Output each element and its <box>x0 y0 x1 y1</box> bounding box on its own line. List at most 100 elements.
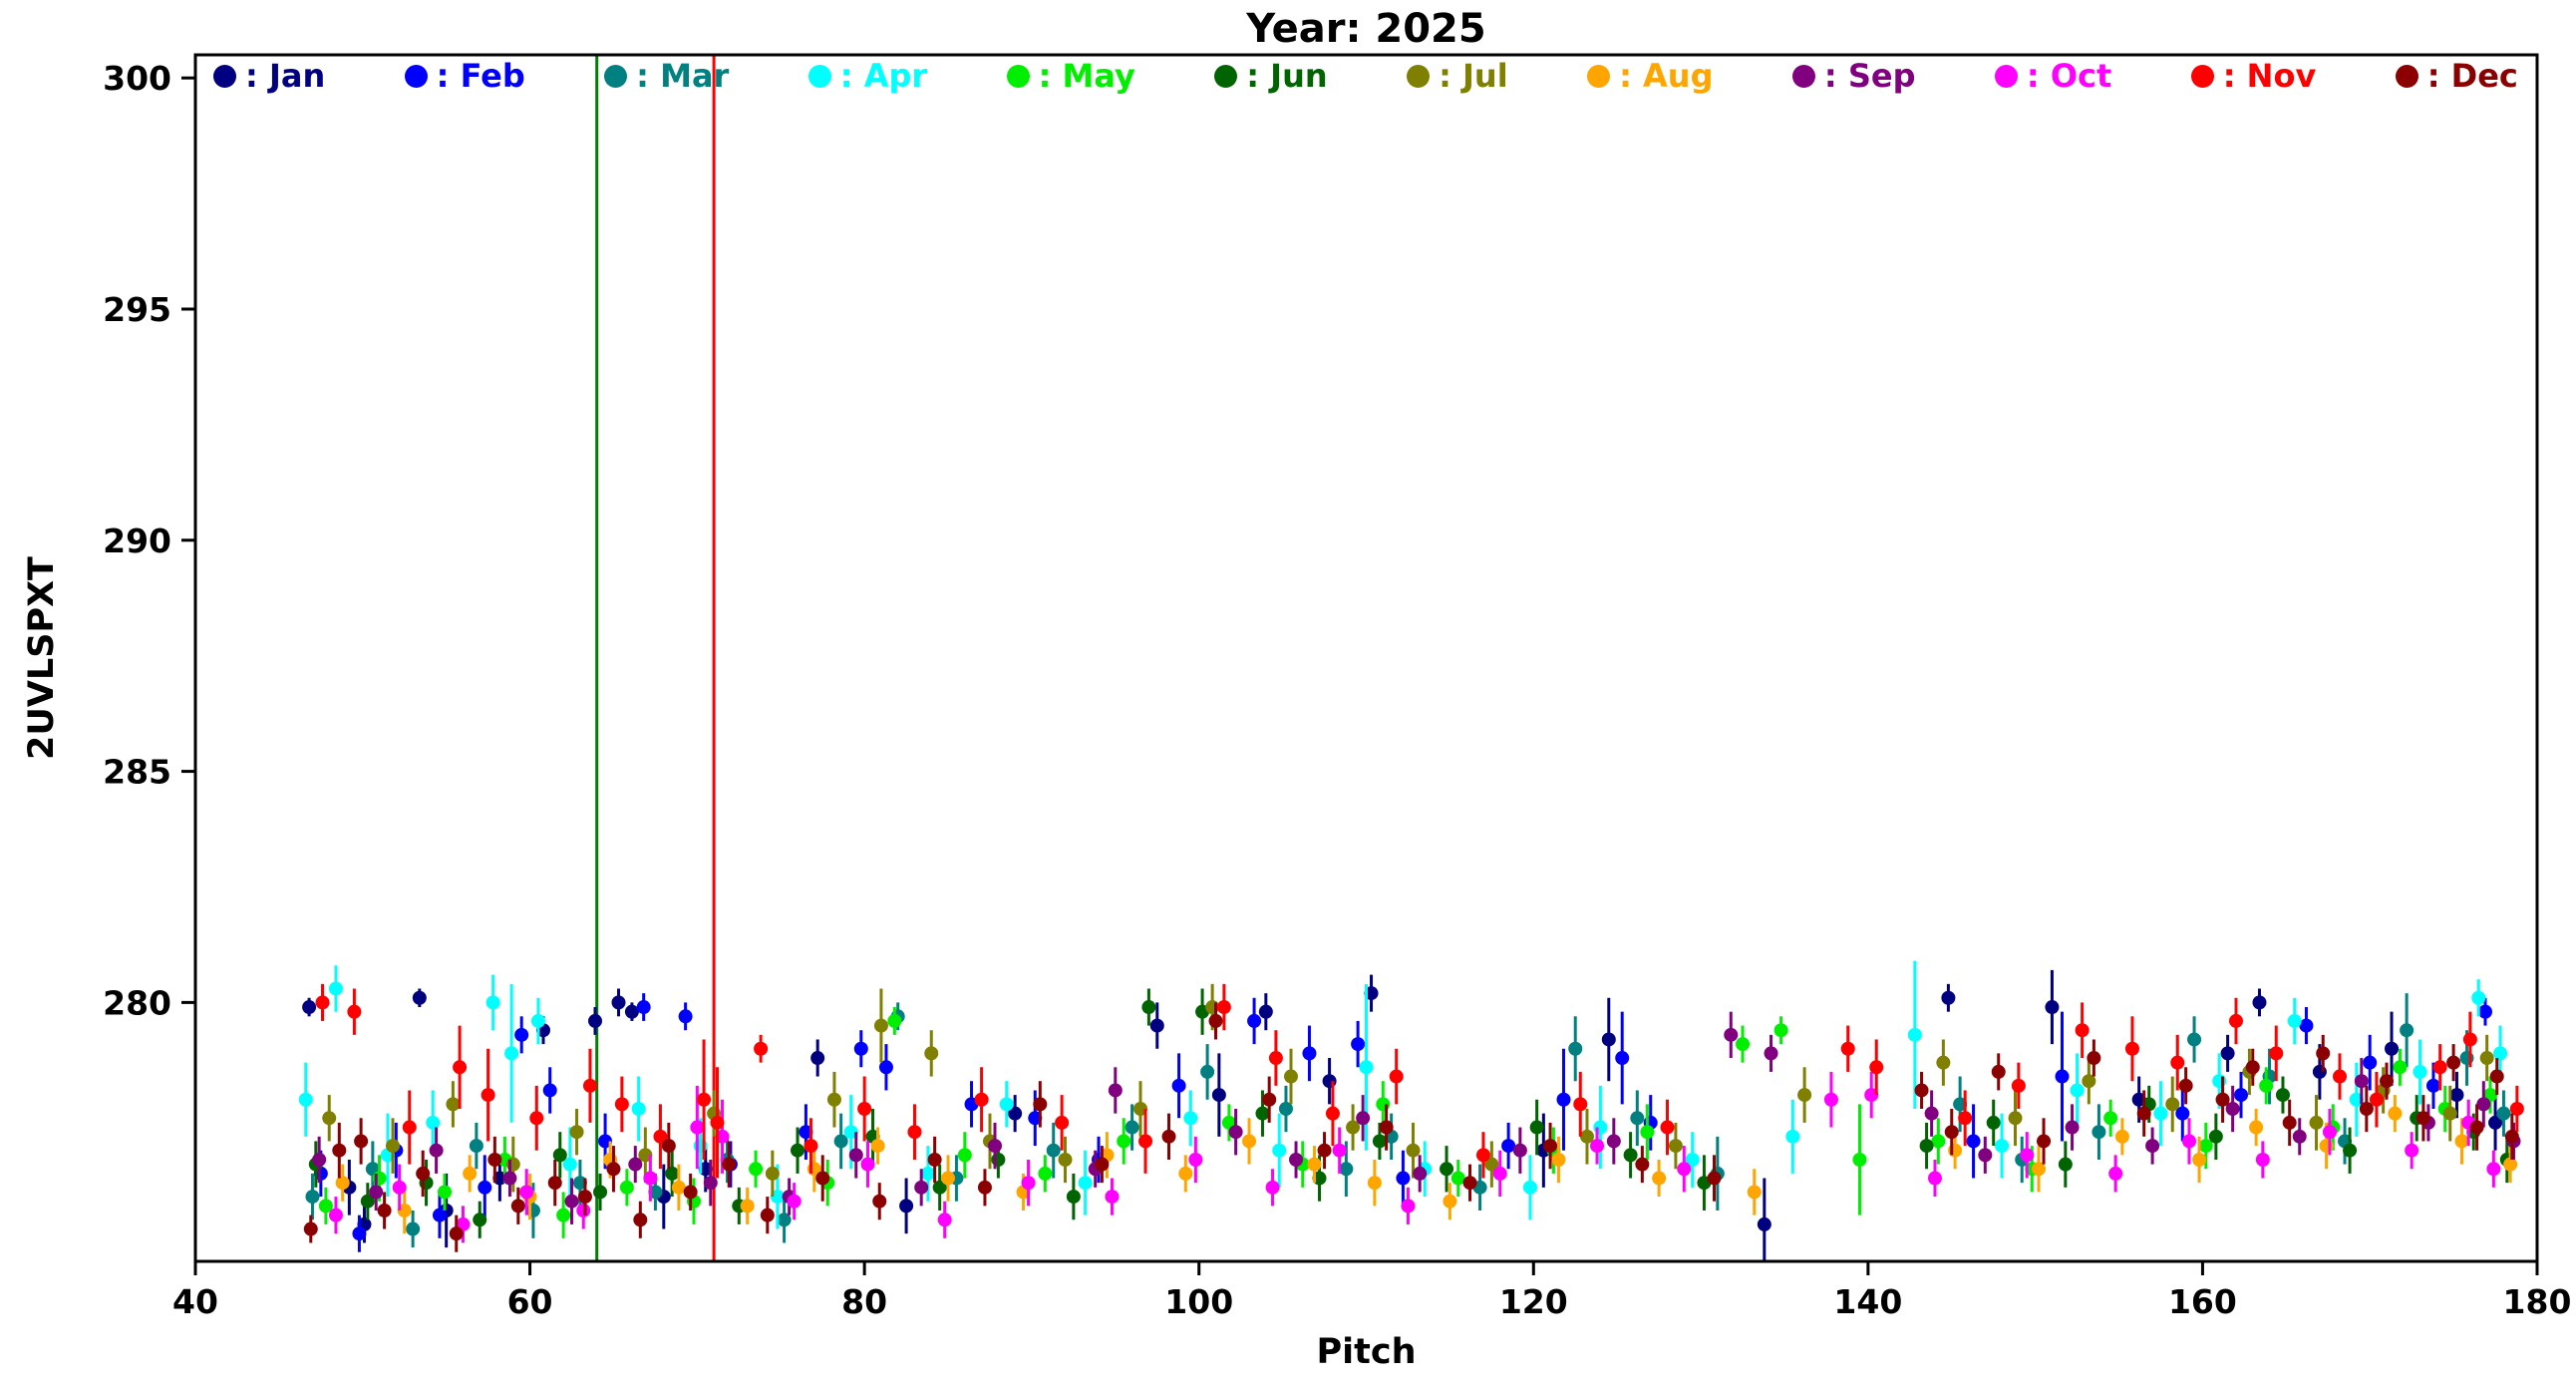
data-point <box>2228 1013 2243 1028</box>
data-point <box>392 1180 407 1195</box>
data-point <box>1590 1139 1605 1154</box>
data-point <box>2075 1023 2090 1038</box>
data-point <box>2385 1041 2400 1056</box>
data-point <box>1058 1153 1073 1168</box>
data-point <box>1797 1088 1812 1103</box>
data-point <box>606 1162 621 1177</box>
legend-marker-oct-icon <box>1994 64 2018 88</box>
legend-item-mar: : Mar <box>604 57 729 95</box>
data-point <box>1141 1000 1156 1015</box>
data-point <box>1258 1004 1273 1019</box>
data-point <box>665 1166 680 1181</box>
data-point <box>1312 1171 1327 1186</box>
data-point <box>397 1204 412 1218</box>
data-point <box>1228 1125 1243 1140</box>
data-point <box>1785 1129 1800 1144</box>
data-point <box>453 1060 468 1075</box>
data-point <box>1677 1162 1692 1177</box>
data-point <box>302 1000 317 1015</box>
data-point <box>643 1171 658 1186</box>
data-point <box>2103 1111 2118 1126</box>
data-point <box>2446 1055 2461 1070</box>
legend-label-aug: : Aug <box>1619 57 1714 95</box>
data-point <box>633 1213 648 1227</box>
legend-marker-jun-icon <box>1214 64 1238 88</box>
series-sep <box>312 1011 2521 1224</box>
data-point <box>2249 1120 2264 1135</box>
data-point <box>582 1078 597 1093</box>
data-point <box>1724 1027 1739 1042</box>
data-point <box>1138 1134 1153 1149</box>
data-point <box>2442 1106 2457 1121</box>
legend-label-jul: : Jul <box>1439 57 1508 95</box>
data-point <box>2011 1078 2026 1093</box>
legend-item-apr: : Apr <box>807 57 927 95</box>
data-point <box>598 1134 613 1149</box>
data-point <box>1948 1143 1963 1158</box>
data-point <box>2008 1111 2023 1126</box>
data-point <box>2486 1162 2501 1177</box>
data-point <box>683 1185 698 1200</box>
data-point <box>504 1046 519 1061</box>
data-point <box>547 1176 562 1191</box>
x-axis-label: Pitch <box>1316 1332 1417 1372</box>
data-point <box>872 1194 887 1209</box>
data-point <box>1919 1139 1934 1154</box>
data-point <box>1931 1134 1946 1149</box>
data-point <box>991 1153 1006 1168</box>
data-point <box>2459 1051 2474 1066</box>
data-point <box>1322 1074 1337 1089</box>
data-layer <box>298 55 2524 1261</box>
data-point <box>799 1125 813 1140</box>
data-point <box>1161 1129 1176 1144</box>
legend-item-nov: : Nov <box>2190 57 2316 95</box>
data-point <box>1529 1120 1544 1135</box>
data-point <box>412 990 427 1005</box>
data-point <box>1568 1041 1583 1056</box>
data-point <box>2165 1097 2180 1112</box>
data-point <box>628 1157 643 1172</box>
data-point <box>1864 1088 1879 1103</box>
data-point <box>542 1083 557 1098</box>
data-point <box>529 1111 544 1126</box>
data-point <box>833 1134 848 1149</box>
data-point <box>564 1194 579 1209</box>
data-point <box>860 1157 875 1172</box>
data-point <box>318 1199 333 1214</box>
data-point <box>873 1018 888 1033</box>
legend-item-oct: : Oct <box>1994 57 2111 95</box>
y-tick-label: 290 <box>103 521 171 560</box>
data-point <box>927 1153 942 1168</box>
data-point <box>1066 1190 1081 1205</box>
data-point <box>1046 1143 1061 1158</box>
data-point <box>693 1139 708 1154</box>
legend-marker-jan-icon <box>213 64 236 88</box>
data-point <box>1356 1111 1371 1126</box>
data-point <box>1117 1134 1131 1149</box>
data-point <box>2449 1088 2464 1103</box>
data-point <box>2393 1060 2408 1075</box>
data-point <box>2319 1139 2334 1154</box>
data-point <box>312 1153 327 1168</box>
data-point <box>1966 1134 1981 1149</box>
data-point <box>1351 1037 1366 1052</box>
y-axis-label: 2UVLSPXT <box>22 556 62 760</box>
data-point <box>2454 1134 2469 1149</box>
data-point <box>1757 1216 1771 1231</box>
data-point <box>1773 1023 1788 1038</box>
data-point <box>957 1148 972 1163</box>
data-point <box>1579 1129 1594 1144</box>
data-point <box>653 1129 668 1144</box>
data-point <box>1615 1051 1630 1066</box>
data-point <box>1440 1162 1454 1177</box>
data-point <box>1132 1102 1147 1117</box>
data-point <box>988 1139 1003 1154</box>
legend-label-may: : May <box>1038 57 1135 95</box>
data-point <box>1038 1166 1053 1181</box>
data-point <box>2322 1125 2337 1140</box>
data-point <box>2333 1069 2348 1084</box>
legend-item-dec: : Dec <box>2395 57 2518 95</box>
data-point <box>432 1208 447 1222</box>
data-point <box>1095 1157 1110 1172</box>
